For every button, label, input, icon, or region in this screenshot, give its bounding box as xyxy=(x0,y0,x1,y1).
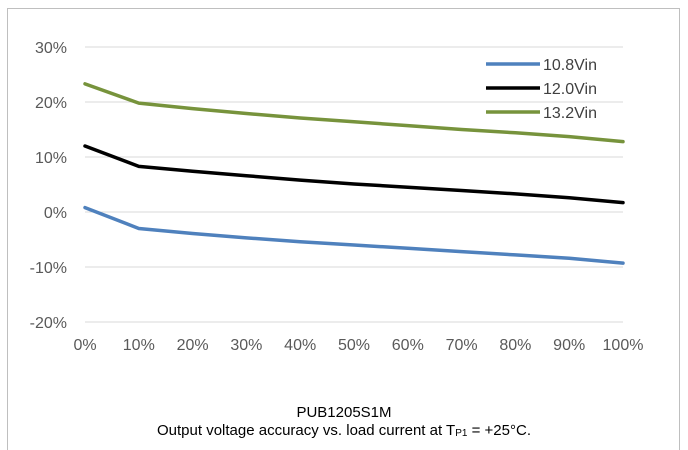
model-name: PUB1205S1M xyxy=(296,404,392,421)
x-tick-label: 20% xyxy=(177,337,209,354)
y-tick-label: 20% xyxy=(35,95,67,112)
x-tick-label: 30% xyxy=(230,337,262,354)
y-tick-label: 30% xyxy=(35,40,67,57)
caption-suffix: = +25°C. xyxy=(467,422,531,439)
x-tick-label: 10% xyxy=(123,337,155,354)
x-tick-label: 40% xyxy=(284,337,316,354)
legend: 10.8Vin 12.0Vin 13.2Vin xyxy=(486,57,597,122)
caption-subscript: P1 xyxy=(455,428,468,439)
series-line xyxy=(83,205,625,265)
y-tick-labels: -20% -10% 0% 10% 20% 30% xyxy=(30,40,67,332)
line-chart: -20% -10% 0% 10% 20% 30% 0% 10% 20% 30% 40% 50% 60%… xyxy=(30,40,644,354)
x-tick-label: 50% xyxy=(338,337,370,354)
y-tick-label: 0% xyxy=(44,205,67,222)
series-lines xyxy=(83,82,625,265)
chart-caption-model: PUB1205S1M xyxy=(0,404,688,422)
legend-label: 10.8Vin xyxy=(543,57,597,74)
y-tick-label: -10% xyxy=(30,260,67,277)
legend-label: 13.2Vin xyxy=(543,105,597,122)
chart-caption-description: Output voltage accuracy vs. load current… xyxy=(0,422,688,443)
caption-text: Output voltage accuracy vs. load current… xyxy=(157,422,456,439)
x-tick-labels: 0% 10% 20% 30% 40% 50% 60% 70% 80% 90% 100% xyxy=(73,337,643,354)
series-line xyxy=(83,144,625,205)
y-tick-label: 10% xyxy=(35,150,67,167)
x-tick-label: 100% xyxy=(603,337,644,354)
x-tick-label: 60% xyxy=(392,337,424,354)
series-line xyxy=(83,82,625,144)
y-tick-label: -20% xyxy=(30,315,67,332)
gridlines xyxy=(85,46,623,323)
x-tick-label: 70% xyxy=(446,337,478,354)
legend-label: 12.0Vin xyxy=(543,81,597,98)
x-tick-label: 0% xyxy=(73,337,96,354)
x-tick-label: 80% xyxy=(499,337,531,354)
chart-frame xyxy=(7,8,680,450)
x-tick-label: 90% xyxy=(553,337,585,354)
